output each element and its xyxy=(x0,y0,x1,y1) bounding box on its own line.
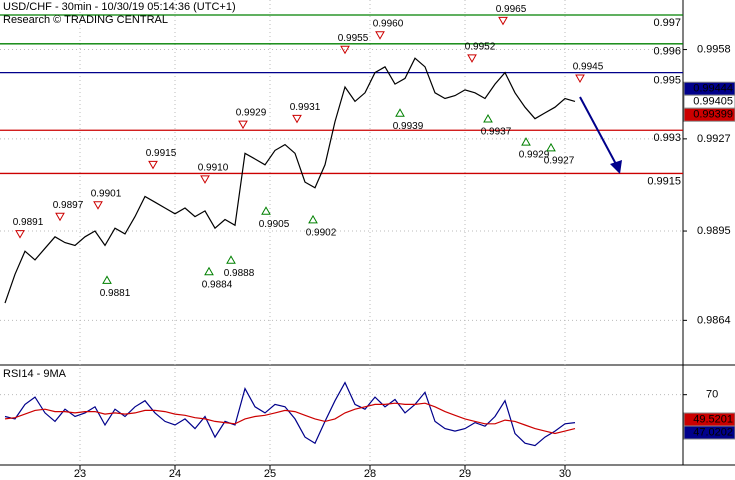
high-label: 0.9910 xyxy=(198,162,229,173)
level-label: 0.993 xyxy=(653,132,681,144)
chart-subtitle: Research © TRADING CENTRAL xyxy=(3,14,168,26)
price-line xyxy=(4,381,576,447)
x-tick-label: 30 xyxy=(559,468,571,480)
y-tick-label: 0.9927 xyxy=(697,133,731,145)
x-tick-label: 25 xyxy=(264,468,276,480)
high-label: 0.9915 xyxy=(146,148,177,159)
price-box-label: 0.99444 xyxy=(693,83,733,95)
high-label: 0.9901 xyxy=(91,188,122,199)
high-label: 0.9945 xyxy=(573,62,604,73)
high-label: 0.9952 xyxy=(465,41,496,52)
low-marker xyxy=(483,114,493,123)
low-label: 0.9905 xyxy=(259,219,290,230)
low-marker xyxy=(102,275,112,284)
x-tick-label: 24 xyxy=(169,468,181,480)
y-tick-label: 0.9958 xyxy=(697,43,731,55)
high-marker xyxy=(148,160,158,170)
price-box xyxy=(683,107,735,122)
high-marker xyxy=(15,230,25,239)
level-label: 0.9915 xyxy=(647,175,681,187)
projection-arrow xyxy=(579,96,618,167)
high-label: 0.9955 xyxy=(338,33,369,44)
price-box xyxy=(683,425,735,440)
level-label: 0.996 xyxy=(653,46,681,58)
low-marker xyxy=(546,142,556,152)
low-marker xyxy=(521,137,531,146)
chart-title: USD/CHF - 30min - 10/30/19 05:14:36 (UTC… xyxy=(3,1,236,13)
high-label: 0.9965 xyxy=(496,4,527,15)
x-tick-label: 28 xyxy=(364,468,376,480)
high-label: 0.9931 xyxy=(290,102,321,113)
low-label: 0.9927 xyxy=(544,155,575,166)
y-tick-label: 70 xyxy=(706,389,718,401)
low-label: 0.9884 xyxy=(202,279,233,290)
low-label: 0.9902 xyxy=(306,228,337,239)
low-label: 0.9939 xyxy=(393,121,424,132)
high-marker xyxy=(467,54,477,63)
level-label: 0.995 xyxy=(653,75,681,87)
high-marker xyxy=(498,16,508,26)
price-box-label: 47.0202 xyxy=(693,426,733,438)
high-label: 0.9897 xyxy=(53,200,84,211)
arrow-head xyxy=(610,160,622,174)
low-marker xyxy=(308,214,318,224)
low-label: 0.9888 xyxy=(224,268,255,279)
low-marker xyxy=(204,266,214,276)
high-marker xyxy=(375,31,385,40)
low-marker xyxy=(261,206,271,215)
high-label: 0.9891 xyxy=(13,217,44,228)
high-marker xyxy=(340,45,350,55)
high-label: 0.9929 xyxy=(236,108,267,119)
price-line xyxy=(4,402,576,435)
low-label: 0.9881 xyxy=(100,288,131,299)
x-tick-label: 29 xyxy=(459,468,471,480)
high-marker xyxy=(200,175,210,184)
low-marker xyxy=(395,108,405,117)
price-line xyxy=(4,57,576,304)
price-box-label: 49.5201 xyxy=(693,413,733,425)
y-tick-label: 0.9864 xyxy=(697,314,731,326)
low-label: 0.9929 xyxy=(519,150,550,161)
high-marker xyxy=(238,120,248,130)
high-marker xyxy=(93,201,103,210)
high-label: 0.9960 xyxy=(373,18,404,29)
low-marker xyxy=(226,255,236,264)
price-box-label: 0.99405 xyxy=(693,96,733,108)
rsi-title: RSI14 - 9MA xyxy=(3,368,67,380)
level-label: 0.997 xyxy=(653,17,681,29)
high-marker xyxy=(292,114,302,124)
low-label: 0.9937 xyxy=(481,127,512,138)
high-marker xyxy=(575,74,585,84)
x-tick-label: 23 xyxy=(74,468,86,480)
price-box-label: 0.99399 xyxy=(693,109,733,121)
y-tick-label: 0.9895 xyxy=(697,225,731,237)
high-marker xyxy=(55,212,65,222)
